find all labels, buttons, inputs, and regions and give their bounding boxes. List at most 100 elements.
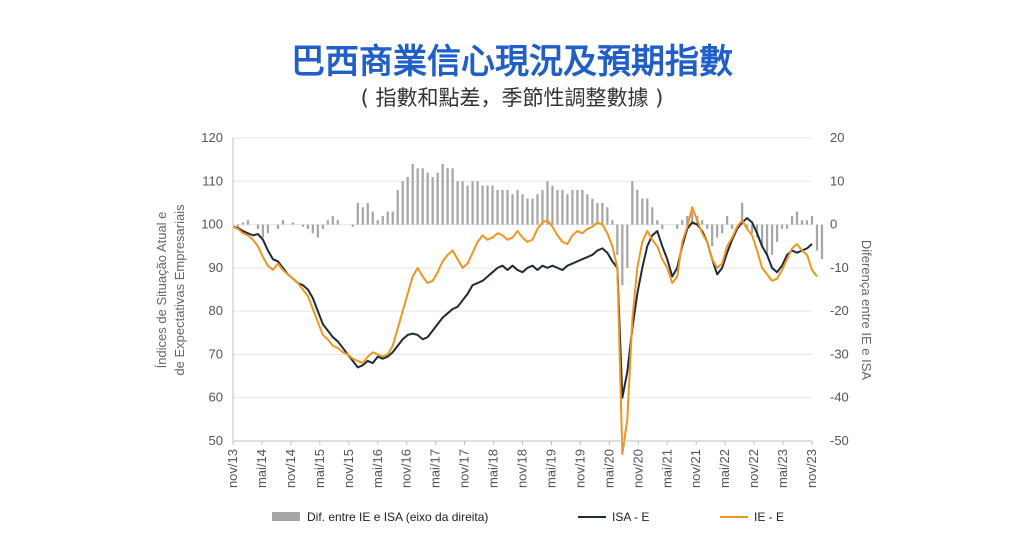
difference-bar xyxy=(326,220,329,225)
x-tick-label: nov/15 xyxy=(341,449,356,488)
difference-bar xyxy=(416,168,419,225)
difference-bar xyxy=(386,211,389,225)
difference-bar xyxy=(351,224,354,227)
difference-bar xyxy=(481,185,484,225)
difference-bar xyxy=(261,224,265,238)
difference-bar xyxy=(511,194,514,225)
difference-bar xyxy=(336,220,339,225)
left-tick-label: 120 xyxy=(201,130,223,145)
x-tick-label: mai/22 xyxy=(717,449,732,488)
x-tick-label: mai/17 xyxy=(428,449,443,488)
left-tick-label: 70 xyxy=(209,346,223,361)
difference-bar xyxy=(321,224,324,229)
difference-bar xyxy=(741,202,744,225)
difference-bar xyxy=(556,189,559,225)
ie-line xyxy=(232,206,818,455)
difference-bar xyxy=(780,224,784,229)
difference-bar xyxy=(731,224,734,229)
difference-bar xyxy=(686,215,689,225)
difference-bar xyxy=(431,176,434,225)
difference-bar xyxy=(361,207,364,225)
difference-bar xyxy=(291,222,295,225)
x-tick-label: mai/23 xyxy=(775,449,790,488)
difference-bar xyxy=(421,168,424,225)
difference-bar xyxy=(746,224,749,229)
x-tick-label: mai/20 xyxy=(601,449,616,488)
difference-bar xyxy=(471,181,474,225)
left-tick-label: 90 xyxy=(209,260,223,275)
left-tick-label: 50 xyxy=(209,433,223,448)
difference-bar xyxy=(676,224,679,229)
x-tick-label: mai/15 xyxy=(312,449,327,488)
difference-bar xyxy=(561,189,564,225)
left-tick-label: 60 xyxy=(209,390,223,405)
x-tick-label: nov/16 xyxy=(399,449,414,488)
difference-bar xyxy=(526,198,529,225)
x-tick-label: mai/19 xyxy=(543,449,558,488)
legend-label-ie: IE - E xyxy=(754,510,784,524)
difference-bar xyxy=(571,189,574,225)
difference-bar xyxy=(631,181,634,225)
difference-bar xyxy=(770,224,774,255)
difference-bar xyxy=(441,163,444,225)
x-tick-label: mai/14 xyxy=(254,449,269,488)
difference-bar xyxy=(576,189,579,225)
difference-bar xyxy=(641,198,644,225)
left-tick-label: 100 xyxy=(201,217,223,232)
difference-bar xyxy=(681,220,684,225)
difference-bar xyxy=(246,220,250,225)
difference-bar xyxy=(716,224,719,238)
difference-bar xyxy=(646,198,649,225)
difference-bar xyxy=(765,224,769,255)
x-tick-label: mai/18 xyxy=(486,449,501,488)
difference-bar xyxy=(541,189,544,225)
difference-bars xyxy=(236,163,824,286)
left-tick-label: 80 xyxy=(209,303,223,318)
x-tick-label: mai/16 xyxy=(370,449,385,488)
difference-bar xyxy=(581,189,584,225)
left-axis-label-line2: de Expectativas Empresariais xyxy=(172,204,187,376)
difference-bar xyxy=(596,202,599,225)
difference-bar xyxy=(456,181,459,225)
difference-bar xyxy=(486,185,489,225)
difference-bar xyxy=(451,168,454,225)
x-tick-label: nov/23 xyxy=(804,449,819,488)
difference-bar xyxy=(800,220,804,225)
right-axis-label: Diferença entre IE e ISA xyxy=(859,240,874,381)
difference-bar xyxy=(461,181,464,225)
legend-swatch-bars xyxy=(272,512,300,521)
difference-bar xyxy=(476,181,479,225)
difference-bar xyxy=(501,189,504,225)
difference-bar xyxy=(566,194,569,225)
difference-bar xyxy=(760,224,764,247)
difference-bar xyxy=(411,163,414,225)
chart-title: 巴西商業信心現況及預期指數 xyxy=(291,42,733,82)
difference-bar xyxy=(626,224,629,268)
difference-bar xyxy=(256,224,260,229)
difference-bar xyxy=(521,194,524,225)
difference-bar xyxy=(281,220,285,225)
difference-bar xyxy=(311,224,314,234)
x-tick-label: nov/21 xyxy=(688,449,703,488)
difference-bar xyxy=(601,202,604,225)
difference-bar xyxy=(775,224,779,242)
difference-bar xyxy=(381,215,384,225)
difference-bar xyxy=(276,224,280,229)
difference-bar xyxy=(236,224,240,227)
difference-bar xyxy=(436,172,439,225)
x-tick-label: nov/18 xyxy=(515,449,530,488)
difference-bar xyxy=(546,181,549,225)
right-tick-label: -50 xyxy=(830,433,849,448)
difference-bar xyxy=(536,194,539,225)
difference-bar xyxy=(815,224,819,251)
difference-bar xyxy=(331,215,334,225)
difference-bar xyxy=(516,189,519,225)
difference-bar xyxy=(591,198,594,225)
difference-bar xyxy=(611,220,614,225)
difference-bar xyxy=(636,189,639,225)
difference-bar xyxy=(241,222,245,225)
difference-bar xyxy=(586,194,589,225)
left-axis-label-line1: Índices de Situação Atual e xyxy=(154,212,169,369)
x-tick-label: nov/20 xyxy=(630,449,645,488)
